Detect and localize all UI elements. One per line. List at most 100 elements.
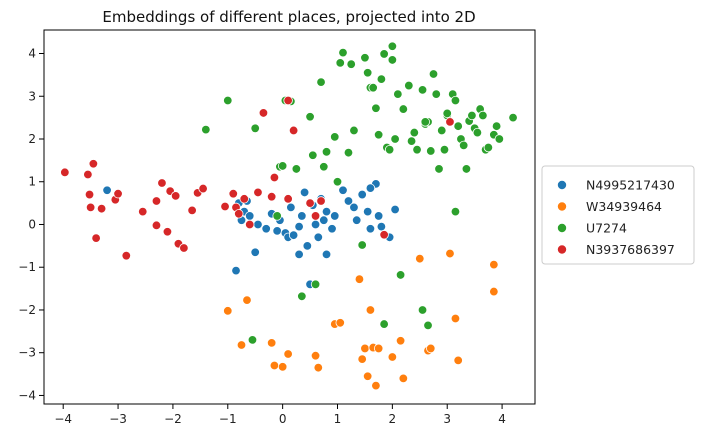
data-point xyxy=(102,185,112,195)
y-tick-label: −3 xyxy=(18,346,36,360)
data-point xyxy=(266,338,277,348)
data-point xyxy=(390,134,400,144)
data-point xyxy=(310,219,321,230)
data-point xyxy=(349,125,359,136)
data-point xyxy=(357,189,367,200)
data-point xyxy=(450,206,461,217)
data-point xyxy=(467,110,477,121)
data-point xyxy=(250,247,260,257)
axes: −4 −3 −2 −1 0 1 2 3 4 −4 −3 −2 −1 0 1 2 3 4 xyxy=(18,47,506,426)
x-tick-label: −3 xyxy=(109,412,127,426)
data-point xyxy=(352,215,362,225)
data-point xyxy=(288,230,299,240)
y-tick-label: 0 xyxy=(28,217,36,231)
data-point xyxy=(365,183,376,193)
data-point xyxy=(223,95,233,106)
data-point xyxy=(84,189,95,200)
data-point xyxy=(453,121,463,131)
data-point xyxy=(198,183,208,194)
data-point xyxy=(247,335,258,345)
data-point xyxy=(253,219,263,230)
data-point xyxy=(236,340,247,350)
data-point xyxy=(253,187,263,198)
data-point xyxy=(330,132,340,142)
legend-label: N4995217430 xyxy=(586,178,675,193)
data-point xyxy=(494,134,505,144)
data-point xyxy=(245,219,255,230)
y-tick-label: 1 xyxy=(28,175,36,189)
data-point xyxy=(121,250,131,261)
y-tick-label: −4 xyxy=(18,388,36,402)
data-point xyxy=(201,124,211,135)
data-point xyxy=(220,201,230,212)
data-point xyxy=(297,291,307,301)
x-tick-label: −4 xyxy=(54,412,72,426)
data-point xyxy=(231,265,241,276)
data-point xyxy=(321,206,332,217)
data-point xyxy=(261,224,271,234)
data-point xyxy=(319,162,329,172)
data-point xyxy=(288,125,299,136)
legend-box xyxy=(541,165,695,265)
x-tick-label: 0 xyxy=(279,412,287,426)
data-point xyxy=(393,89,403,99)
data-point xyxy=(373,130,384,140)
x-tick-label: −1 xyxy=(219,412,237,426)
data-point xyxy=(439,144,450,155)
data-point xyxy=(272,226,282,236)
data-point xyxy=(431,89,441,99)
series-N4995217430 xyxy=(102,179,400,290)
data-point xyxy=(138,206,148,217)
data-point xyxy=(398,373,409,384)
data-point xyxy=(365,224,376,234)
data-point xyxy=(332,177,343,187)
data-point xyxy=(412,144,422,155)
data-point xyxy=(489,286,499,297)
data-point xyxy=(338,185,348,195)
data-point xyxy=(239,194,249,204)
data-point xyxy=(272,211,282,221)
data-point xyxy=(266,191,277,202)
data-point xyxy=(379,319,389,329)
data-point xyxy=(417,305,428,315)
data-point xyxy=(277,161,288,171)
data-point xyxy=(453,355,463,366)
data-point xyxy=(305,112,315,122)
data-point xyxy=(308,150,318,160)
legend-marker xyxy=(557,201,568,212)
data-points xyxy=(60,41,518,391)
series-N3937686397 xyxy=(60,95,455,261)
data-point xyxy=(379,49,389,59)
data-point xyxy=(384,144,395,155)
y-tick-label: 3 xyxy=(28,89,36,103)
data-point xyxy=(406,136,417,146)
data-point xyxy=(310,211,321,221)
series-U7274 xyxy=(201,41,518,345)
data-point xyxy=(371,380,381,391)
data-point xyxy=(286,202,296,213)
data-point xyxy=(376,221,387,232)
data-point xyxy=(423,320,433,331)
data-point xyxy=(162,227,173,237)
y-tick-label: 2 xyxy=(28,132,36,146)
chart-title: Embeddings of different places, projecte… xyxy=(102,8,475,26)
data-point xyxy=(365,305,376,315)
data-point xyxy=(85,202,96,213)
data-point xyxy=(404,80,414,91)
x-tick-label: 1 xyxy=(334,412,342,426)
data-point xyxy=(437,125,447,136)
data-point xyxy=(310,279,321,290)
data-point xyxy=(305,198,315,208)
data-point xyxy=(321,147,332,157)
data-point xyxy=(299,187,310,198)
data-point xyxy=(362,371,373,381)
data-point xyxy=(187,205,197,216)
data-point xyxy=(330,211,340,221)
data-point xyxy=(426,343,436,354)
data-point xyxy=(387,352,398,362)
data-point xyxy=(373,211,384,221)
data-point xyxy=(420,117,430,127)
data-point xyxy=(357,354,367,364)
data-point xyxy=(362,206,373,217)
data-point xyxy=(360,343,370,354)
